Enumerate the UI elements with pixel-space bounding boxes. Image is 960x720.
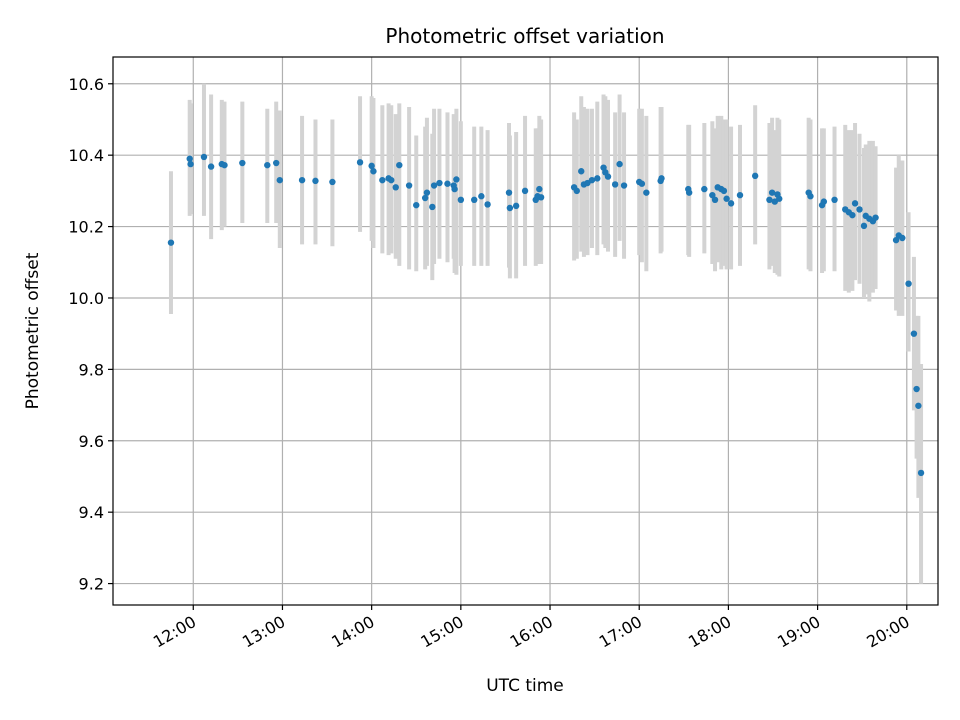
data-point (453, 176, 460, 183)
data-point (851, 200, 859, 207)
data-point (273, 159, 280, 167)
y-tick-label: 9.2 (79, 575, 104, 594)
data-point (588, 176, 596, 184)
data-point (329, 178, 336, 186)
data-point (643, 189, 650, 196)
y-tick-label: 9.8 (79, 360, 104, 379)
data-point (512, 202, 520, 210)
data-point (720, 187, 728, 195)
data-point (298, 176, 306, 184)
data-point (239, 159, 246, 167)
data-point (768, 189, 776, 196)
data-point (905, 280, 912, 287)
data-point (723, 195, 730, 202)
y-tick-label: 9.6 (79, 432, 104, 451)
data-point (849, 211, 856, 219)
data-point (616, 160, 623, 168)
data-point (685, 189, 693, 196)
data-point (429, 203, 436, 211)
data-point (831, 196, 838, 204)
data-point (856, 206, 863, 213)
data-point (457, 196, 465, 204)
data-point (276, 176, 283, 184)
data-point (892, 236, 900, 244)
data-point (396, 161, 403, 169)
data-point (186, 155, 193, 162)
y-tick-label: 10.2 (68, 218, 104, 237)
data-point (471, 196, 478, 204)
data-point (207, 163, 215, 170)
data-point (505, 189, 513, 196)
data-point (200, 153, 208, 161)
data-point (736, 191, 744, 199)
data-point (709, 191, 716, 199)
data-point (388, 176, 395, 184)
data-point (521, 187, 529, 195)
data-point (484, 201, 491, 208)
data-point (910, 330, 918, 337)
chart-title: Photometric offset variation (385, 24, 664, 48)
y-axis-label: Photometric offset (23, 252, 43, 409)
data-point (711, 196, 719, 204)
data-point (264, 161, 271, 169)
data-point (860, 222, 868, 230)
data-point (751, 172, 759, 180)
data-point (913, 385, 920, 393)
data-point (766, 196, 773, 204)
data-point (611, 181, 619, 188)
y-tick-label: 10.0 (68, 289, 104, 308)
data-point (379, 176, 386, 184)
y-tick-label: 10.4 (68, 146, 104, 165)
y-tick-label: 10.6 (68, 75, 104, 94)
data-point (356, 159, 364, 166)
data-point (436, 179, 443, 187)
data-point (594, 175, 601, 182)
data-point (506, 204, 514, 212)
data-point (370, 168, 377, 175)
data-point (405, 182, 413, 189)
data-point (578, 168, 585, 175)
data-point (776, 195, 783, 202)
data-point (658, 175, 665, 182)
data-point (917, 469, 925, 477)
data-point (604, 173, 612, 180)
data-point (872, 214, 879, 221)
data-point (430, 182, 438, 189)
data-point (451, 185, 458, 193)
data-point (820, 198, 828, 205)
data-point (638, 180, 646, 187)
y-tick-label: 9.4 (79, 503, 104, 522)
data-point (423, 189, 431, 196)
data-point (221, 161, 228, 169)
x-axis-label: UTC time (486, 676, 564, 696)
data-point (537, 194, 545, 201)
data-point (727, 200, 735, 207)
data-point (312, 177, 319, 185)
data-point (187, 160, 194, 168)
data-point (807, 193, 814, 200)
data-point (915, 402, 922, 409)
data-point (478, 193, 485, 200)
data-point (421, 194, 429, 202)
data-point (701, 185, 708, 193)
data-point (392, 184, 399, 191)
data-point (368, 162, 375, 170)
data-points (167, 153, 925, 477)
data-point (167, 239, 175, 246)
data-point (573, 187, 580, 195)
data-point (444, 180, 451, 187)
data-point (620, 182, 628, 189)
data-point (899, 234, 906, 242)
data-point (413, 201, 420, 209)
plot-area-frame (112, 56, 939, 606)
data-point (536, 185, 543, 193)
